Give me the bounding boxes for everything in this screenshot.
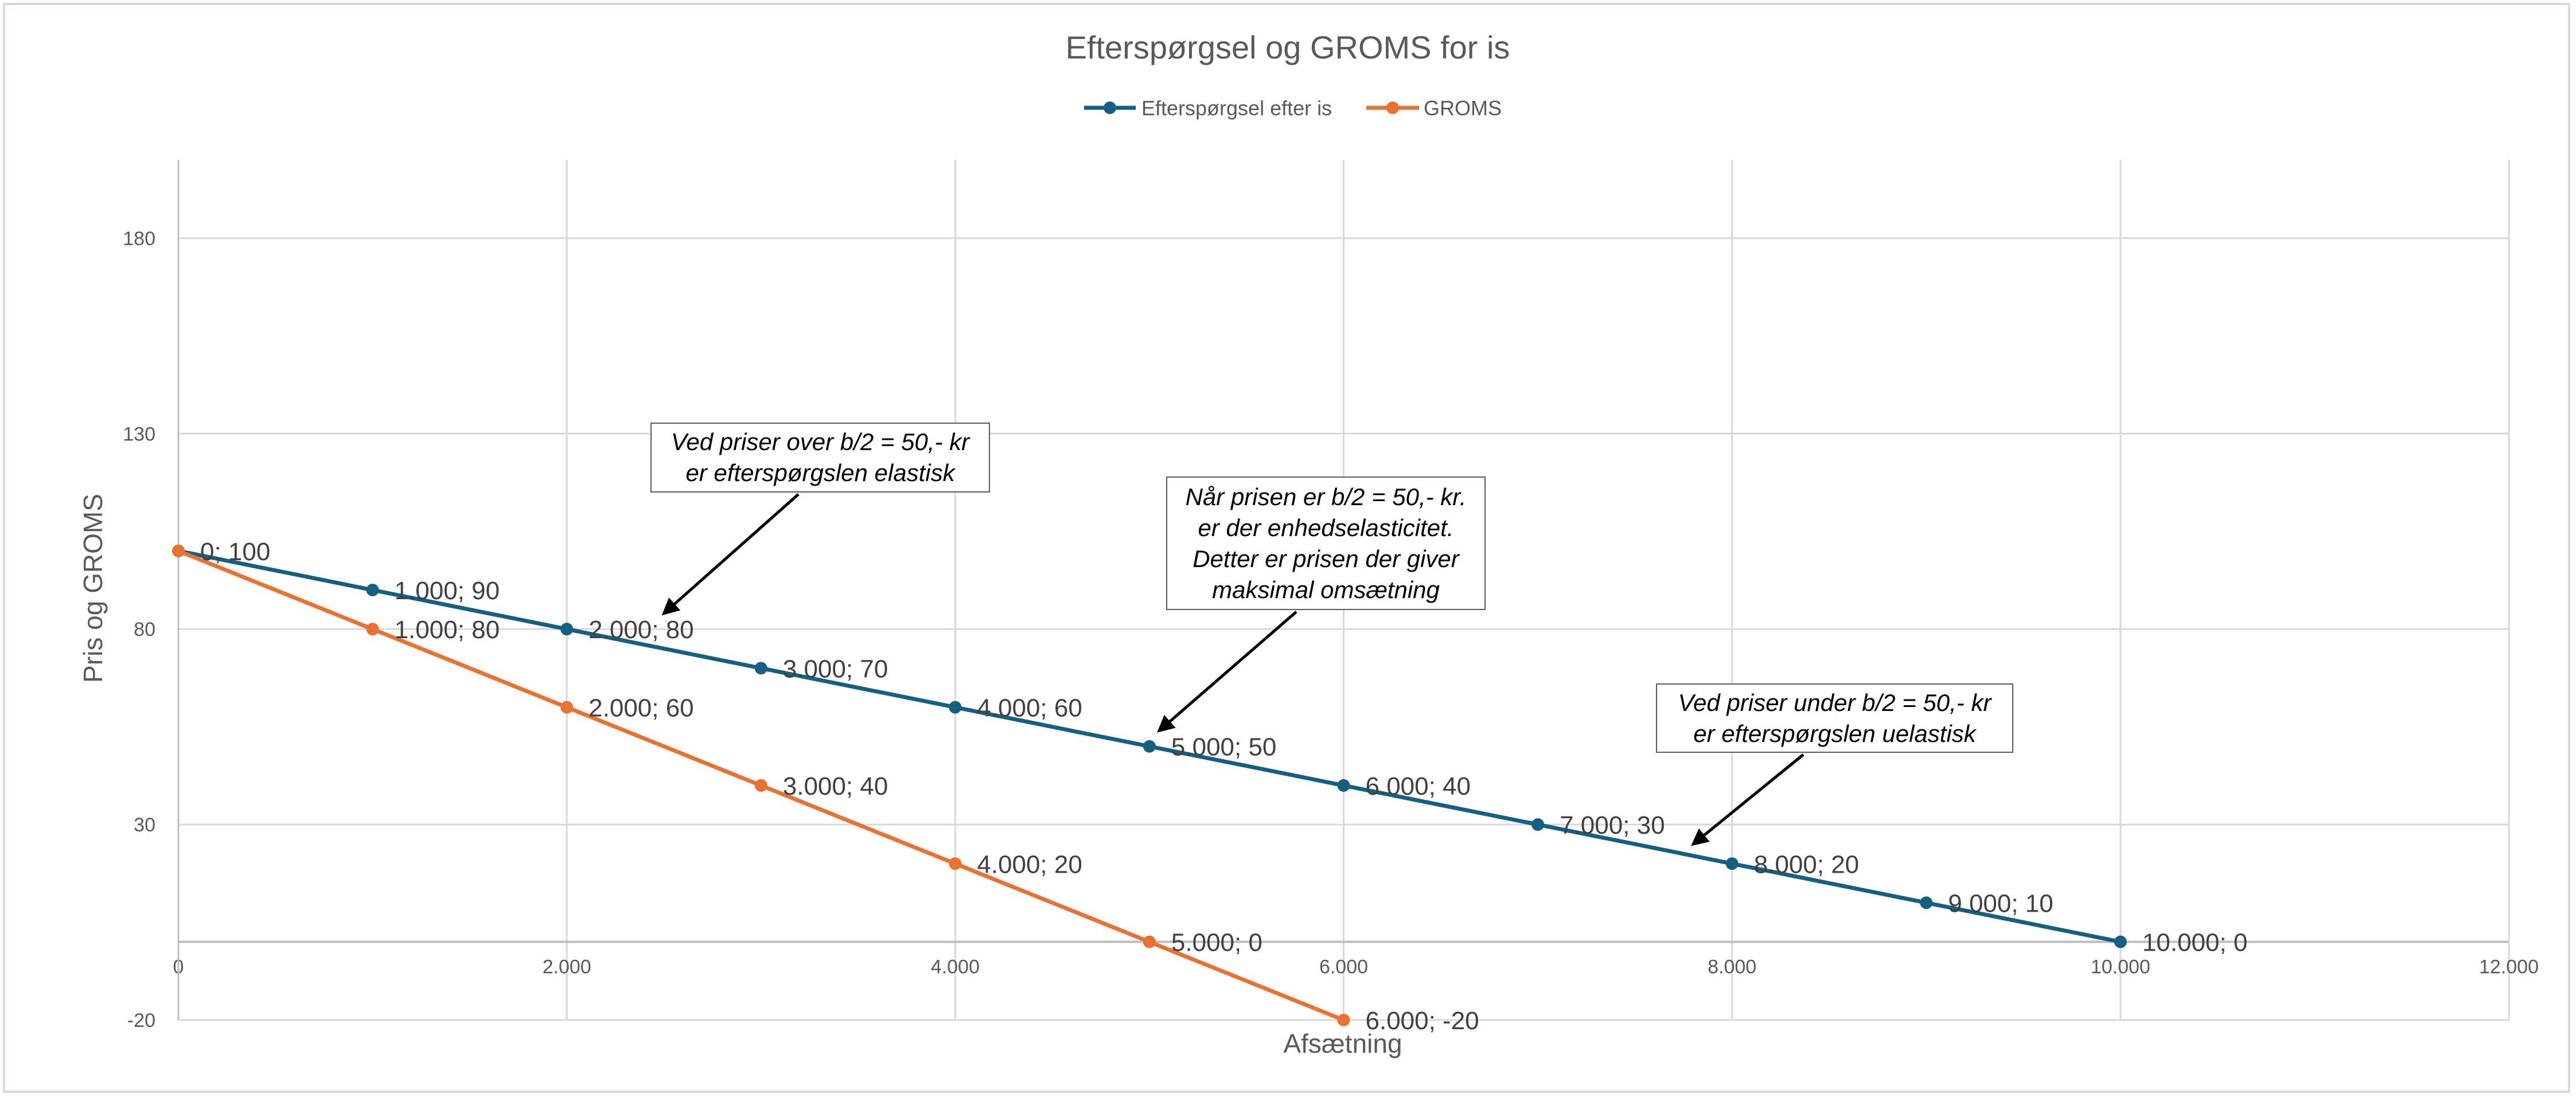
demand-data-label: 4.000; 60 xyxy=(977,694,1082,722)
legend: Efterspørgsel efter is GROMS xyxy=(1084,96,1502,120)
y-tick-label: 180 xyxy=(123,228,155,249)
demand-marker xyxy=(754,662,767,675)
demand-marker xyxy=(1143,740,1156,753)
demand-data-label: 7.000; 30 xyxy=(1560,811,1665,839)
groms-marker xyxy=(949,857,962,870)
demand-data-label: 2.000; 80 xyxy=(589,616,694,644)
groms-marker xyxy=(172,544,185,557)
annotation-arrows xyxy=(661,493,1805,846)
demand-data-label: 9.000; 10 xyxy=(1948,889,2053,917)
legend-marker-demand xyxy=(1104,101,1116,114)
legend-item-demand[interactable]: Efterspørgsel efter is xyxy=(1084,96,1332,120)
groms-marker xyxy=(754,779,767,792)
groms-data-label: 3.000; 40 xyxy=(783,772,888,800)
groms-marker xyxy=(1143,935,1156,948)
annotation-unit-elastic: Når prisen er b/2 = 50,- kr. er der enhe… xyxy=(1166,476,1486,610)
demand-data-label: 8.000; 20 xyxy=(1754,850,1860,878)
demand-data-label: 3.000; 70 xyxy=(783,655,888,683)
annotation-inelastic: Ved priser under b/2 = 50,- kr er efters… xyxy=(1656,683,2013,753)
y-tick-label: 130 xyxy=(123,423,155,445)
x-tick-label: 4.000 xyxy=(931,956,980,978)
demand-data-label: 1.000; 90 xyxy=(395,577,500,605)
groms-data-label: 4.000; 20 xyxy=(977,850,1082,878)
data-labels: 0; 100 1.000; 90 2.000; 80 3.000; 70 4.000; … xyxy=(200,538,2247,1035)
annotation-arrow xyxy=(661,493,800,616)
x-tick-label: 8.000 xyxy=(1708,956,1756,978)
groms-marker xyxy=(560,701,574,714)
x-tick-label: 2.000 xyxy=(543,956,591,978)
annotation-elastic: Ved priser over b/2 = 50,- kr er eftersp… xyxy=(650,423,990,493)
x-tick-label: 12.000 xyxy=(2479,956,2539,978)
annotation-arrow xyxy=(1157,611,1297,733)
groms-data-label: 5.000; 0 xyxy=(1171,929,1262,957)
demand-data-label: 10.000; 0 xyxy=(2142,929,2248,957)
demand-marker xyxy=(2114,935,2127,948)
demand-marker xyxy=(1531,818,1545,831)
groms-data-label: 6.000; -20 xyxy=(1366,1007,1479,1035)
demand-marker xyxy=(1920,896,1933,909)
groms-data-label: 2.000; 60 xyxy=(589,694,694,722)
x-axis-title: Afsætning xyxy=(1283,1029,1402,1058)
y-tick-label: -20 xyxy=(127,1010,155,1031)
demand-marker xyxy=(1337,779,1350,792)
demand-data-label: 6.000; 40 xyxy=(1366,772,1471,800)
x-tick-label: 10.000 xyxy=(2091,956,2150,978)
legend-marker-groms xyxy=(1386,101,1399,114)
x-tick-label: 6.000 xyxy=(1319,956,1368,978)
demand-data-label: 0; 100 xyxy=(200,538,270,566)
demand-marker xyxy=(366,584,379,596)
y-tick-label: 30 xyxy=(134,814,155,836)
demand-marker xyxy=(1725,857,1739,870)
demand-data-label: 5.000; 50 xyxy=(1171,733,1276,761)
legend-label-demand: Efterspørgsel efter is xyxy=(1141,96,1332,120)
legend-label-groms: GROMS xyxy=(1424,96,1502,120)
y-tick-label: 80 xyxy=(134,619,155,640)
series xyxy=(172,544,2127,1026)
groms-marker xyxy=(1337,1014,1350,1026)
groms-data-label: 1.000; 80 xyxy=(395,616,500,644)
annotation-arrow xyxy=(1691,753,1805,846)
legend-item-groms[interactable]: GROMS xyxy=(1366,96,1502,120)
demand-marker xyxy=(949,701,962,714)
chart-title: Efterspørgsel og GROMS for is xyxy=(1066,29,1510,65)
demand-marker xyxy=(560,623,574,636)
groms-marker xyxy=(366,623,379,636)
y-axis-title: Pris og GROMS xyxy=(78,494,108,683)
